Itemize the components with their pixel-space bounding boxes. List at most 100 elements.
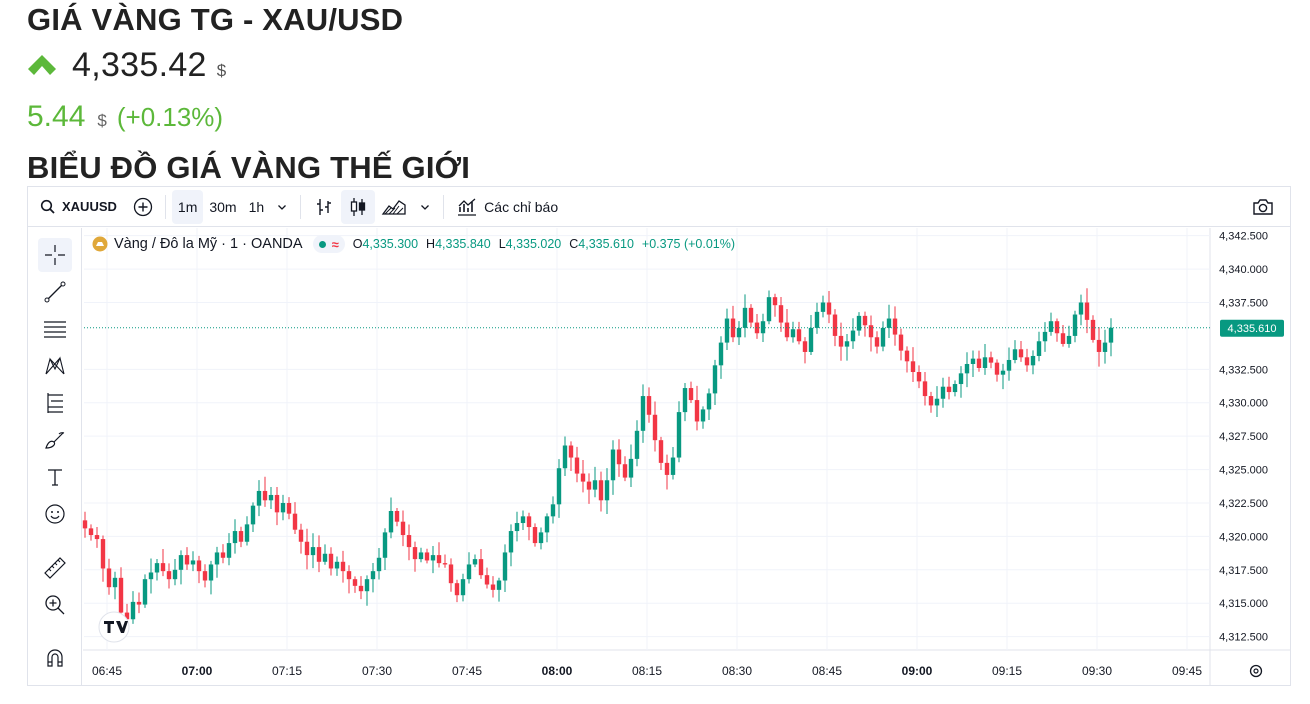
- candle-body: [106, 568, 112, 588]
- interval-30m[interactable]: 30m: [203, 190, 242, 224]
- candle-body: [118, 577, 124, 613]
- candle-body: [178, 555, 184, 570]
- interval-label: 1h: [248, 198, 265, 215]
- text-tool[interactable]: [38, 460, 72, 494]
- candle-body: [910, 361, 916, 373]
- candles-button[interactable]: [341, 189, 376, 224]
- pattern-tool[interactable]: [38, 349, 72, 383]
- price-tick-label: 4,327.500: [1219, 431, 1268, 443]
- trend-line-tool[interactable]: [38, 275, 72, 309]
- price-tick-label: 4,322.500: [1219, 498, 1268, 510]
- candle-body: [394, 511, 400, 522]
- crosshair-icon: [45, 245, 65, 265]
- bar-type-button[interactable]: [307, 190, 341, 224]
- candle-body: [718, 342, 724, 366]
- interval-dropdown[interactable]: [270, 190, 294, 224]
- chart-type-dropdown[interactable]: [413, 190, 437, 224]
- candle-body: [196, 560, 202, 572]
- chart-toolbar: XAUUSD 1m 30m 1h Các chỉ báo: [28, 187, 1290, 227]
- candle-body: [514, 523, 520, 532]
- settings-icon[interactable]: [1249, 664, 1263, 678]
- projection-tool[interactable]: [38, 386, 72, 420]
- time-tick-label: 09:45: [1172, 664, 1202, 678]
- candle-body: [706, 393, 712, 410]
- interval-1m[interactable]: 1m: [171, 189, 204, 224]
- candle-body: [292, 513, 298, 530]
- zoom-in-icon: [45, 595, 65, 615]
- candle-body: [382, 532, 388, 558]
- candle-body: [544, 516, 550, 533]
- candle-body: [130, 601, 136, 620]
- candle-body: [466, 564, 472, 580]
- candle-body: [154, 563, 160, 573]
- candle-body: [148, 572, 154, 580]
- candle-body: [1030, 355, 1036, 366]
- candle-body: [742, 307, 748, 328]
- candle-body: [958, 373, 964, 385]
- area-chart-icon: [381, 199, 406, 215]
- candle-body: [988, 357, 994, 363]
- time-tick-label: 07:15: [272, 664, 302, 678]
- brush-tool[interactable]: [38, 423, 72, 457]
- candle-body: [574, 457, 580, 474]
- toolbar-divider: [300, 194, 302, 219]
- candle-body: [946, 386, 952, 393]
- chevron-down-icon: [278, 204, 287, 210]
- interval-1h[interactable]: 1h: [243, 190, 271, 224]
- price-tick-label: 4,325.000: [1219, 465, 1268, 477]
- candle-body: [442, 563, 448, 565]
- candle-body: [778, 305, 784, 323]
- candle-body: [94, 535, 100, 540]
- zoom-tool[interactable]: [38, 588, 72, 622]
- candle-body: [802, 341, 808, 352]
- candle-body: [1024, 357, 1030, 366]
- price-chart[interactable]: 4,342.500 4,340.000 4,337.500 4,332.500 4,33…: [28, 187, 1290, 685]
- drawing-toolbar: [28, 228, 82, 685]
- fib-tool[interactable]: [38, 312, 72, 346]
- price-tick-label: 4,340.000: [1219, 264, 1268, 276]
- candle-body: [1060, 333, 1066, 344]
- area-chart-button[interactable]: [375, 190, 413, 224]
- indicators-icon: [458, 198, 477, 216]
- candle-body: [172, 569, 178, 580]
- candle-body: [124, 612, 130, 620]
- candle-body: [724, 318, 730, 343]
- magnet-tool[interactable]: [38, 641, 72, 675]
- indicators-button[interactable]: Các chỉ báo: [450, 190, 564, 224]
- chart-legend: Vàng / Đô la Mỹ · 1 · OANDA ≈ O 4,335.300…: [92, 235, 735, 253]
- emoji-tool[interactable]: [38, 497, 72, 531]
- crosshair-tool[interactable]: [38, 238, 72, 272]
- symbol-search[interactable]: XAUUSD: [34, 190, 123, 224]
- high-label: H: [426, 237, 436, 251]
- candle-body: [82, 520, 88, 529]
- time-tick-label: 09:00: [902, 664, 933, 678]
- candle-body: [586, 481, 592, 490]
- compare-button[interactable]: [127, 190, 159, 224]
- candle-body: [496, 580, 502, 590]
- screenshot-button[interactable]: [1246, 190, 1280, 224]
- candle-body: [370, 571, 376, 580]
- price-tick-label: 4,337.500: [1219, 298, 1268, 310]
- candle-body: [286, 502, 292, 514]
- candle-body: [700, 409, 706, 422]
- market-status-pill[interactable]: ≈: [312, 235, 345, 253]
- candle-body: [1108, 327, 1114, 343]
- gold-coin-icon: [92, 236, 108, 252]
- candle-body: [1078, 302, 1084, 315]
- time-tick-label: 08:30: [722, 664, 752, 678]
- candle-body: [334, 561, 340, 569]
- up-arrow-icon: [28, 55, 56, 75]
- candle-body: [328, 553, 334, 569]
- candle-body: [904, 350, 910, 362]
- market-open-dot-icon: [318, 240, 326, 248]
- ruler-tool[interactable]: [38, 551, 72, 585]
- candle-body: [604, 480, 610, 501]
- candle-body: [400, 521, 406, 536]
- chevron-down-icon: [421, 204, 430, 210]
- candle-body: [430, 555, 436, 561]
- candle-body: [202, 571, 208, 581]
- brush-icon: [45, 432, 65, 449]
- text-icon: [48, 469, 62, 486]
- candle-body: [208, 564, 214, 581]
- candle-body: [1072, 314, 1078, 336]
